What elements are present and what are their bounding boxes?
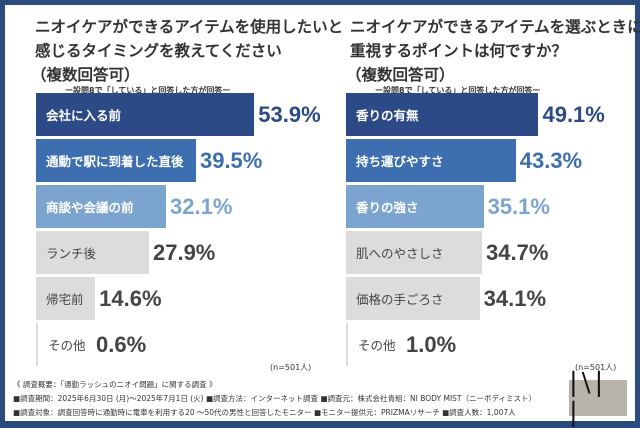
sample-size: (n=501人) bbox=[270, 363, 312, 372]
bar-row: 商談や会議の前 32.1% bbox=[36, 185, 232, 228]
bar-label: 肌へのやさしさ bbox=[356, 246, 444, 261]
bar: 香りの強さ bbox=[346, 185, 484, 228]
bar-label: 香りの有無 bbox=[356, 108, 419, 123]
bar-row: その他 0.6% bbox=[36, 323, 146, 366]
value-label: 14.6% bbox=[99, 285, 162, 311]
bar: 持ち運びやすさ bbox=[346, 139, 516, 182]
bar: その他 bbox=[36, 323, 92, 366]
bar-label: その他 bbox=[358, 338, 396, 353]
value-label: 43.3% bbox=[519, 147, 583, 173]
bar-row: その他 1.0% bbox=[346, 323, 456, 366]
footer-line: ■調査対象：調査回答時に通勤時に電車を利用する20 〜50代の男性と回答したモニ… bbox=[13, 408, 516, 417]
bar-label: ランチ後 bbox=[46, 246, 97, 261]
value-label: 1.0% bbox=[406, 331, 457, 357]
title-line: ニオイケアができるアイテムを選ぶときに bbox=[350, 18, 640, 36]
value-label: 34.7% bbox=[486, 239, 549, 265]
bar-row: 持ち運びやすさ 43.3% bbox=[346, 139, 582, 182]
footer-line: ■調査期間：2025年6月30日 (月)〜2025年7月1日 (火) ■調査方法… bbox=[13, 394, 536, 403]
title-line: （複数回答可） bbox=[346, 66, 455, 84]
title-line: 感じるタイミングを教えてください bbox=[35, 42, 282, 60]
value-label: 34.1% bbox=[483, 285, 547, 311]
bar: ランチ後 bbox=[36, 231, 149, 274]
bar-label: 商談や会議の前 bbox=[46, 200, 134, 215]
bar-label: 持ち運びやすさ bbox=[356, 154, 444, 169]
brand-logo: |\| | bbox=[569, 368, 627, 428]
bar-row: ランチ後 27.9% bbox=[36, 231, 215, 274]
infographic: ニオイケアができるアイテムを使用したいと 感じるタイミングを教えてください （複数回… bbox=[5, 5, 640, 428]
value-label: 53.9% bbox=[258, 101, 321, 127]
title-line: （複数回答可） bbox=[31, 66, 140, 84]
bar-row: 帰宅前 14.6% bbox=[36, 277, 162, 320]
bar-row: 肌へのやさしさ 34.7% bbox=[346, 231, 548, 274]
bar: 香りの有無 bbox=[346, 93, 539, 136]
bar: 通動で駅に到着した直後 bbox=[36, 139, 196, 182]
chart-title: ニオイケアができるアイテムを使用したいと 感じるタイミングを教えてください （複数回… bbox=[31, 15, 344, 87]
title-line: ニオイケアができるアイテムを使用したいと bbox=[35, 18, 344, 36]
sample-size: (n=501人) bbox=[575, 363, 617, 372]
title-line: 重視するポイントは何ですか？ bbox=[350, 42, 568, 60]
bar-row: 香りの有無 49.1% bbox=[346, 93, 605, 136]
bar-label: 価格の手ごろさ bbox=[356, 292, 444, 307]
value-label: 32.1% bbox=[170, 193, 233, 219]
bar-label: 香りの強さ bbox=[356, 200, 419, 215]
chart-title: ニオイケアができるアイテムを選ぶときに 重視するポイントは何ですか？ （複数回答可） bbox=[346, 15, 640, 87]
bar: 商談や会議の前 bbox=[36, 185, 166, 228]
bar: 会社に入る前 bbox=[36, 93, 255, 136]
chart-subtitle: ー設問8で「している」と回答した方が回答ー bbox=[375, 86, 541, 95]
chart-panel-timing: ニオイケアができるアイテムを使用したいと 感じるタイミングを教えてください （複数回… bbox=[5, 5, 343, 375]
bar: 帰宅前 bbox=[36, 277, 96, 320]
bar-row: 価格の手ごろさ 34.1% bbox=[346, 277, 546, 320]
bar-label: 帰宅前 bbox=[46, 292, 84, 307]
bar-row: 香りの強さ 35.1% bbox=[346, 185, 550, 228]
bar: その他 bbox=[346, 323, 402, 366]
value-label: 35.1% bbox=[487, 193, 550, 219]
bar-label: 会社に入る前 bbox=[46, 108, 122, 123]
survey-footer: 《 調査概要：「通勤ラッシュのニオイ問題」に関する調査 》 ■調査期間：2025… bbox=[13, 378, 536, 420]
footer-line: 《 調査概要：「通勤ラッシュのニオイ問題」に関する調査 》 bbox=[13, 380, 217, 389]
value-label: 39.5% bbox=[199, 147, 263, 173]
value-label: 27.9% bbox=[152, 239, 216, 265]
bar-row: 会社に入る前 53.9% bbox=[36, 93, 321, 136]
bar: 価格の手ごろさ bbox=[346, 277, 480, 320]
chart-subtitle: ー設問8で「している」と回答した方が回答ー bbox=[65, 86, 231, 95]
bar-label: 通動で駅に到着した直後 bbox=[46, 154, 184, 169]
chart-panel-points: ニオイケアができるアイテムを選ぶときに 重視するポイントは何ですか？ （複数回答可）… bbox=[320, 5, 640, 375]
bar: 肌へのやさしさ bbox=[346, 231, 483, 274]
value-label: 49.1% bbox=[542, 101, 605, 127]
value-label: 0.6% bbox=[96, 331, 147, 357]
bar-label: その他 bbox=[48, 338, 86, 353]
bar-row: 通動で駅に到着した直後 39.5% bbox=[36, 139, 262, 182]
